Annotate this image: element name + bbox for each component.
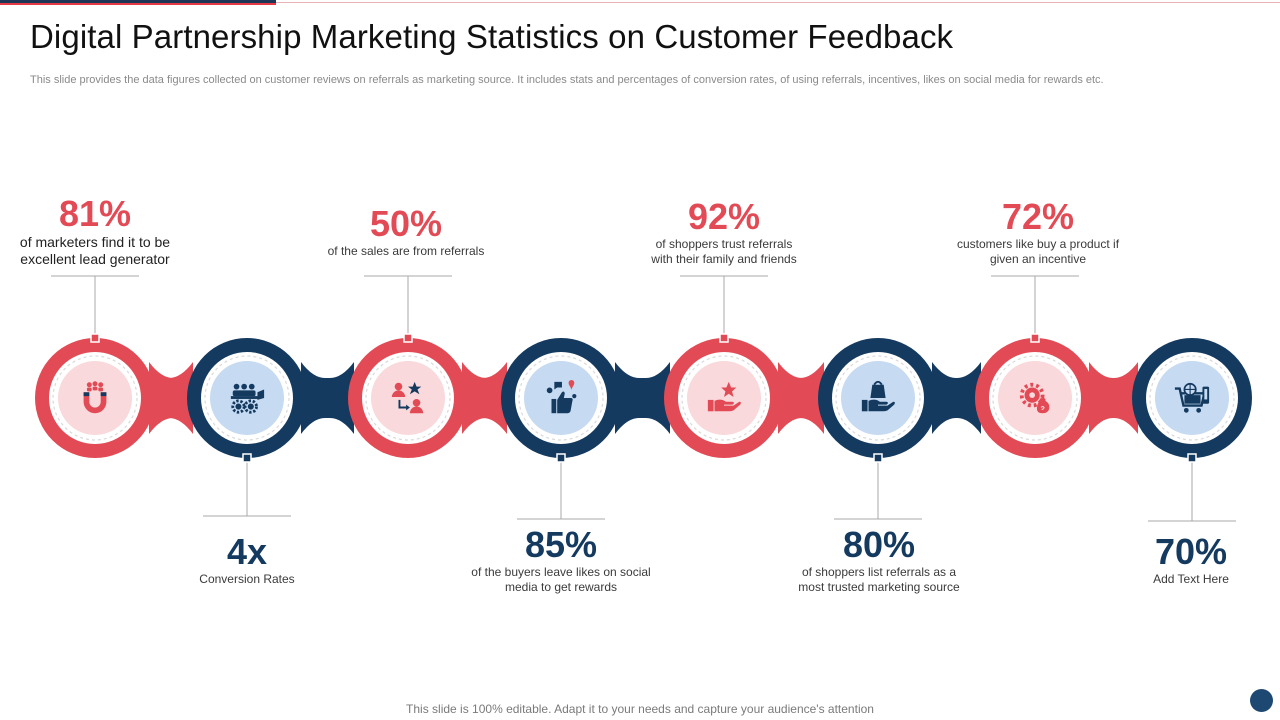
stat-block-5: 92% of shoppers trust referrals with the… [614,197,834,267]
stat-desc-8-line-1: Add Text Here [1153,572,1229,586]
stat-desc-6-line-1: of shoppers list referrals as a [801,565,957,579]
connector-dot-7 [1030,333,1040,343]
stat-value-8: 70% [1154,531,1228,572]
slide-subtitle: This slide provides the data figures col… [30,74,1104,86]
chain-link-7 [1089,362,1138,434]
stat-block-7: 72% customers like buy a product if give… [928,197,1148,267]
stat-desc-2-line-1: Conversion Rates [199,572,295,586]
ring-dash-6 [835,355,921,441]
stat-value-2: 4x [226,531,268,572]
stat-desc-1-line-2: excellent lead generator [20,251,170,267]
stat-value-1: 81% [58,193,132,234]
icon-badge-3 [371,361,445,435]
connector-dot-1 [90,333,100,343]
connector-dot-2 [242,453,252,463]
stat-value-5: 92% [687,196,761,237]
stat-value-4: 85% [524,524,598,565]
chain-link-5 [778,362,824,434]
top-accent-bar-dark [0,0,276,3]
stat-value-3: 50% [369,203,443,244]
stat-value-7: 72% [1001,196,1075,237]
chain-link-4 [615,362,670,434]
ring-dash-2 [204,355,290,441]
connector-dot-3 [403,333,413,343]
connector-dot-6 [873,453,883,463]
stat-desc-3-line-1: of the sales are from referrals [327,244,485,258]
connector-dot-8 [1187,453,1197,463]
stat-block-4: 85% of the buyers leave likes on social … [451,525,671,595]
stat-block-2: 4x Conversion Rates [137,532,357,587]
ring-dash-7 [992,355,1078,441]
stat-desc-6-line-2: most trusted marketing source [798,580,960,594]
stat-desc-7-line-2: given an incentive [989,252,1087,266]
stat-desc-5-line-2: with their family and friends [651,252,797,266]
ring-dash-4 [518,355,604,441]
icon-badge-5 [687,361,761,435]
stat-block-8: 70% Add Text Here [1081,532,1280,587]
ring-dash-1 [52,355,138,441]
stat-value-6: 80% [842,524,916,565]
icon-badge-1 [58,361,132,435]
top-accent-bar-red [0,3,276,5]
slide-title: Digital Partnership Marketing Statistics… [30,18,954,55]
stat-block-1: 81% of marketers find it to be excellent… [0,194,205,268]
footer-note: This slide is 100% editable. Adapt it to… [406,702,874,716]
ring-dash-8 [1149,355,1235,441]
stat-desc-4-line-2: media to get rewards [504,580,618,594]
stat-desc-5-line-1: of shoppers trust referrals [655,237,793,251]
stat-block-3: 50% of the sales are from referrals [296,204,516,259]
chain-link-1 [149,362,193,434]
stat-block-6: 80% of shoppers list referrals as a most… [769,525,989,595]
connector-dot-4 [556,453,566,463]
stat-desc-4-line-1: of the buyers leave likes on social [471,565,651,579]
chain-link-2 [301,362,354,434]
top-accent-line [276,2,1280,3]
stat-desc-7-line-1: customers like buy a product if [956,237,1120,251]
ring-dash-5 [681,355,767,441]
chain-link-6 [932,362,981,434]
corner-dot [1250,689,1273,712]
connector-dot-5 [719,333,729,343]
stat-desc-1-line-1: of marketers find it to be [19,234,171,250]
chain-link-3 [462,362,507,434]
ring-dash-3 [365,355,451,441]
